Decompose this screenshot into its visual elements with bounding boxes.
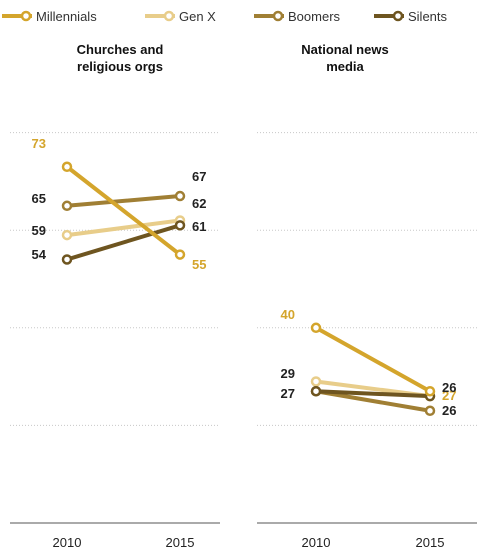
data-point-silents-2010 (310, 385, 322, 397)
panel-title-line: religious orgs (77, 59, 163, 74)
data-point-gen-x-2010 (61, 229, 73, 241)
legend-swatch-marker (163, 10, 175, 22)
x-tick-label-2015: 2015 (166, 535, 195, 550)
series-millennials (310, 322, 436, 397)
legend-label-boomers: Boomers (288, 9, 341, 24)
data-label-millennials-2015: 27 (442, 388, 456, 403)
series-line (314, 325, 432, 394)
data-point-silents-2015 (174, 220, 186, 231)
legend-swatch-marker (392, 10, 404, 22)
series-line (65, 218, 182, 238)
data-label-boomers-2010: 65 (32, 191, 46, 206)
legend-item-gen-x: Gen X (145, 9, 216, 24)
data-label-silents-2015: 61 (192, 219, 206, 234)
series-line (65, 223, 182, 262)
legend: Millennials Gen X Boomers Silents (2, 9, 448, 24)
panel-title-line: media (326, 59, 364, 74)
data-point-millennials-2010 (310, 322, 322, 334)
x-tick-label-2010: 2010 (302, 535, 331, 550)
data-point-boomers-2015 (424, 405, 436, 417)
data-label-gen-x-2010: 59 (32, 223, 46, 238)
legend-label-gen-x: Gen X (179, 9, 216, 24)
x-tick-label-2015: 2015 (416, 535, 445, 550)
panel-title-line: National news (301, 42, 388, 57)
data-point-millennials-2015 (424, 385, 436, 397)
x-tick-label-2010: 2010 (53, 535, 82, 550)
legend-label-millennials: Millennials (36, 9, 97, 24)
data-point-silents-2010 (61, 254, 73, 265)
panel-churches: Churches and religious orgs 2010 2015 73 55 59… (10, 42, 220, 550)
series-boomers (61, 190, 186, 212)
series-silents (61, 220, 186, 265)
legend-swatch-marker (272, 10, 284, 22)
panel-title-line: Churches and (77, 42, 164, 57)
legend-item-millennials: Millennials (2, 9, 97, 24)
data-point-millennials-2015 (174, 249, 186, 260)
data-label-gen-x-2015: 26 (442, 380, 456, 395)
data-point-millennials-2010 (61, 161, 73, 173)
legend-item-silents: Silents (374, 9, 448, 24)
data-label-silents-2015: 26 (442, 403, 456, 418)
data-label-boomers-2010: 27 (281, 386, 295, 401)
data-label-gen-x-2015: 62 (192, 196, 206, 211)
series-millennials (61, 161, 186, 260)
series-line (314, 389, 432, 413)
series-line (314, 389, 432, 399)
data-label-gen-x-2010: 29 (281, 366, 295, 381)
data-point-boomers-2010 (61, 200, 73, 212)
legend-label-silents: Silents (408, 9, 448, 24)
series-line (65, 194, 182, 208)
data-point-gen-x-2010 (310, 376, 322, 387)
data-label-boomers-2015: 67 (192, 169, 206, 184)
legend-item-boomers: Boomers (254, 9, 341, 24)
data-label-millennials-2010: 73 (32, 136, 46, 151)
legend-swatch-marker (20, 10, 32, 22)
data-label-silents-2010: 54 (32, 247, 47, 262)
data-label-millennials-2010: 40 (281, 307, 295, 322)
data-label-millennials-2015: 55 (192, 257, 206, 272)
data-point-boomers-2015 (174, 190, 186, 202)
series-line (65, 164, 182, 257)
